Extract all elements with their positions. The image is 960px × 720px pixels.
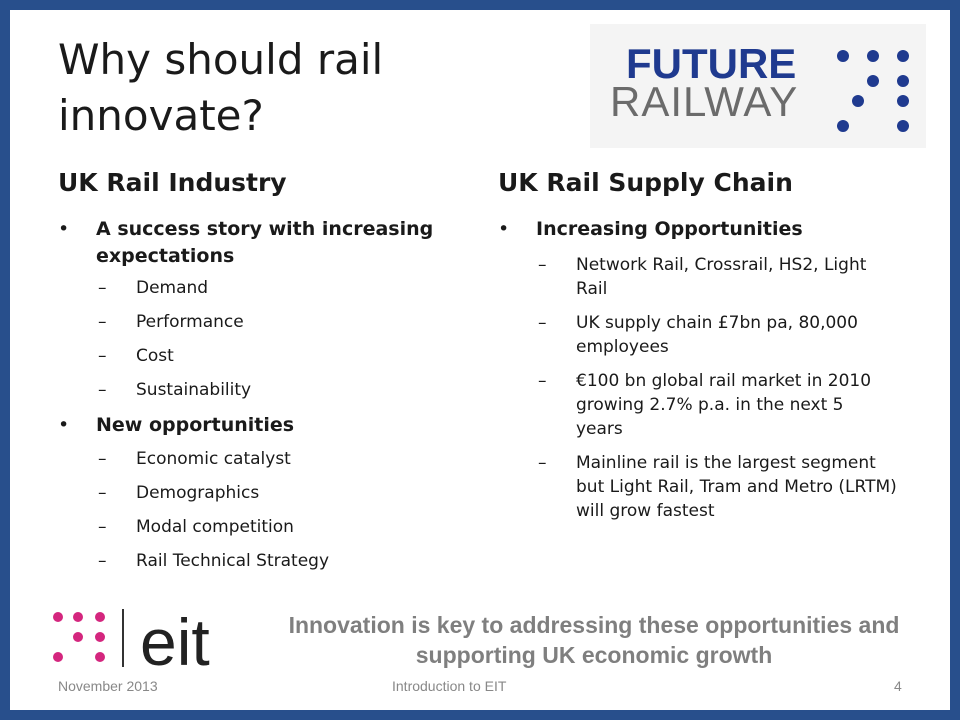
- right-bullet-list: • Increasing Opportunities – Network Rail…: [498, 216, 918, 523]
- list-item: – Performance: [98, 312, 244, 332]
- tagline: Innovation is key to addressing these op…: [288, 612, 900, 668]
- list-item: • Increasing Opportunities: [498, 216, 918, 243]
- future-railway-logo-line2: RAILWAY: [610, 78, 799, 125]
- list-item: – Demand: [98, 278, 209, 298]
- eit-logo: eit: [53, 605, 210, 675]
- future-railway-dots-icon: [837, 50, 909, 132]
- footer-title: Introduction to EIT: [392, 678, 507, 694]
- left-column-heading: UK Rail Industry: [58, 168, 287, 197]
- bullet-icon: •: [58, 414, 70, 436]
- page-number: 4: [894, 678, 902, 694]
- list-item: – Economic catalyst: [98, 449, 291, 469]
- list-item: – Rail Technical Strategy: [98, 551, 330, 571]
- list-item: • New opportunities: [58, 412, 458, 439]
- slide: Why should rail innovate? FUTURE RAILWAY…: [10, 10, 950, 710]
- list-item: – Mainline rail is the largest segment bu…: [538, 453, 897, 521]
- right-column-heading: UK Rail Supply Chain: [498, 168, 793, 197]
- slide-title: Why should rail innovate?: [58, 35, 384, 140]
- list-item: – Cost: [98, 346, 174, 366]
- future-railway-logo: FUTURE RAILWAY: [590, 24, 926, 148]
- list-item: – Demographics: [98, 483, 260, 503]
- left-bullet-list: • A success story with increasing expect…: [58, 216, 458, 573]
- list-item: – Modal competition: [98, 517, 294, 537]
- footer-date: November 2013: [58, 678, 158, 694]
- list-item: – UK supply chain £7bn pa, 80,000 employe…: [538, 313, 858, 357]
- list-item: – Sustainability: [98, 380, 252, 400]
- list-item: – €100 bn global rail market in 2010 grow…: [538, 371, 872, 439]
- bullet-icon: •: [58, 218, 70, 240]
- future-railway-logo-line1: FUTURE: [626, 40, 797, 87]
- list-item: • A success story with increasing expect…: [58, 218, 434, 267]
- list-item: – Network Rail, Crossrail, HS2, Light Rai…: [538, 255, 867, 299]
- eit-logo-text: eit: [140, 605, 210, 675]
- bullet-icon: •: [498, 218, 510, 240]
